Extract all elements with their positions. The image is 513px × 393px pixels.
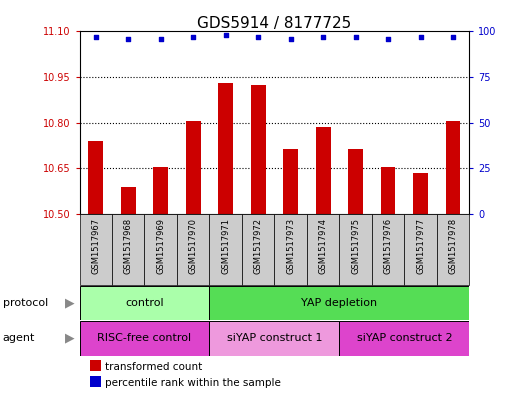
Text: protocol: protocol <box>3 298 48 308</box>
Bar <box>404 214 437 285</box>
Bar <box>121 187 135 214</box>
Bar <box>307 214 340 285</box>
Text: GSM1517977: GSM1517977 <box>416 218 425 274</box>
Bar <box>446 121 461 214</box>
Bar <box>274 214 307 285</box>
Bar <box>219 83 233 214</box>
Text: agent: agent <box>3 333 35 343</box>
Bar <box>177 214 209 285</box>
Bar <box>80 321 209 356</box>
Text: YAP depletion: YAP depletion <box>301 298 378 308</box>
Text: ▶: ▶ <box>65 296 74 310</box>
Text: transformed count: transformed count <box>105 362 203 372</box>
Text: GSM1517976: GSM1517976 <box>384 218 392 274</box>
Text: GSM1517974: GSM1517974 <box>319 218 328 274</box>
Text: GSM1517969: GSM1517969 <box>156 218 165 274</box>
Point <box>449 34 457 40</box>
Bar <box>145 214 177 285</box>
Bar <box>316 127 330 214</box>
Point <box>319 34 327 40</box>
Text: GSM1517972: GSM1517972 <box>254 218 263 274</box>
Text: control: control <box>125 298 164 308</box>
Point <box>222 32 230 38</box>
Text: GSM1517973: GSM1517973 <box>286 218 295 274</box>
Text: GSM1517968: GSM1517968 <box>124 218 133 274</box>
Text: GSM1517975: GSM1517975 <box>351 218 360 274</box>
Text: GSM1517978: GSM1517978 <box>449 218 458 274</box>
Bar <box>381 167 396 214</box>
Point <box>124 36 132 42</box>
Bar <box>437 214 469 285</box>
Text: GSM1517971: GSM1517971 <box>221 218 230 274</box>
Bar <box>372 214 404 285</box>
Point <box>156 36 165 42</box>
Text: GSM1517967: GSM1517967 <box>91 218 100 274</box>
Text: ▶: ▶ <box>65 332 74 345</box>
Point <box>287 36 295 42</box>
Point <box>417 34 425 40</box>
Bar <box>209 286 469 320</box>
Point <box>254 34 262 40</box>
Bar <box>80 286 209 320</box>
Bar <box>251 85 266 214</box>
Bar <box>283 149 298 214</box>
Bar <box>112 214 145 285</box>
Bar <box>348 149 363 214</box>
Text: GDS5914 / 8177725: GDS5914 / 8177725 <box>198 16 351 31</box>
Bar <box>209 214 242 285</box>
Bar <box>242 214 274 285</box>
Bar <box>186 121 201 214</box>
Bar <box>153 167 168 214</box>
Text: siYAP construct 2: siYAP construct 2 <box>357 333 452 343</box>
Text: siYAP construct 1: siYAP construct 1 <box>227 333 322 343</box>
Text: percentile rank within the sample: percentile rank within the sample <box>105 378 281 388</box>
Text: RISC-free control: RISC-free control <box>97 333 191 343</box>
Bar <box>340 321 469 356</box>
Point <box>92 34 100 40</box>
Bar <box>88 141 103 214</box>
Point <box>189 34 198 40</box>
Text: GSM1517970: GSM1517970 <box>189 218 198 274</box>
Bar <box>209 321 340 356</box>
Bar <box>340 214 372 285</box>
Bar <box>413 173 428 214</box>
Point <box>351 34 360 40</box>
Bar <box>80 214 112 285</box>
Point <box>384 36 392 42</box>
